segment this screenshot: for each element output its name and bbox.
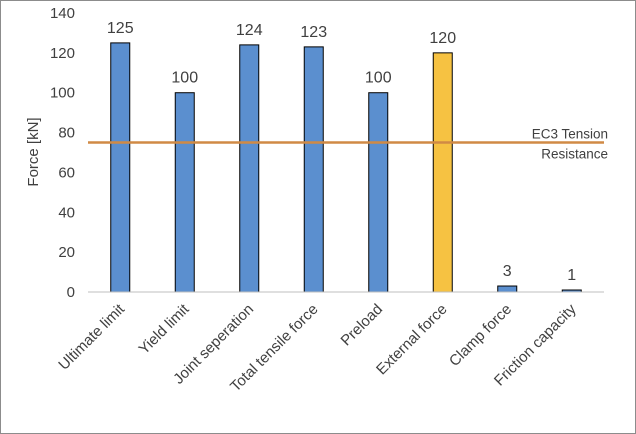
- bar: [239, 44, 260, 293]
- category-label: Yield limit: [136, 300, 194, 358]
- y-tick-labels: 0 20 40 60 80 100 120 140: [50, 5, 75, 301]
- category-label: Ultimate limit: [55, 300, 128, 373]
- bar: [110, 42, 131, 293]
- bars: [110, 42, 582, 293]
- reference-line-label-1: EC3 Tension: [532, 127, 608, 142]
- data-label: 100: [365, 70, 392, 87]
- reference-line-label-2: Resistance: [541, 147, 608, 162]
- data-label: 100: [171, 70, 198, 87]
- bar: [303, 46, 324, 293]
- bar: [174, 92, 195, 293]
- data-label: 125: [107, 20, 134, 37]
- data-label: 3: [503, 263, 512, 280]
- data-label: 1: [567, 267, 576, 284]
- y-tick-label: 20: [58, 244, 75, 261]
- bar: [497, 285, 518, 293]
- data-label: 120: [429, 30, 456, 47]
- y-tick-label: 40: [58, 204, 75, 221]
- y-tick-label: 60: [58, 164, 75, 181]
- y-tick-label: 0: [67, 284, 75, 301]
- data-labels: 125 100 124 123 100 120 3 1: [107, 20, 576, 284]
- y-tick-label: 100: [50, 85, 75, 102]
- bar: [368, 92, 389, 293]
- category-label: Clamp force: [446, 301, 515, 370]
- data-label: 124: [236, 22, 263, 39]
- bar: [432, 52, 453, 293]
- y-tick-label: 120: [50, 45, 75, 62]
- y-axis-label: Force [kN]: [25, 117, 42, 186]
- data-label: 123: [300, 24, 327, 41]
- category-label: Preload: [337, 301, 386, 350]
- y-tick-label: 140: [50, 5, 75, 22]
- y-tick-label: 80: [58, 125, 75, 142]
